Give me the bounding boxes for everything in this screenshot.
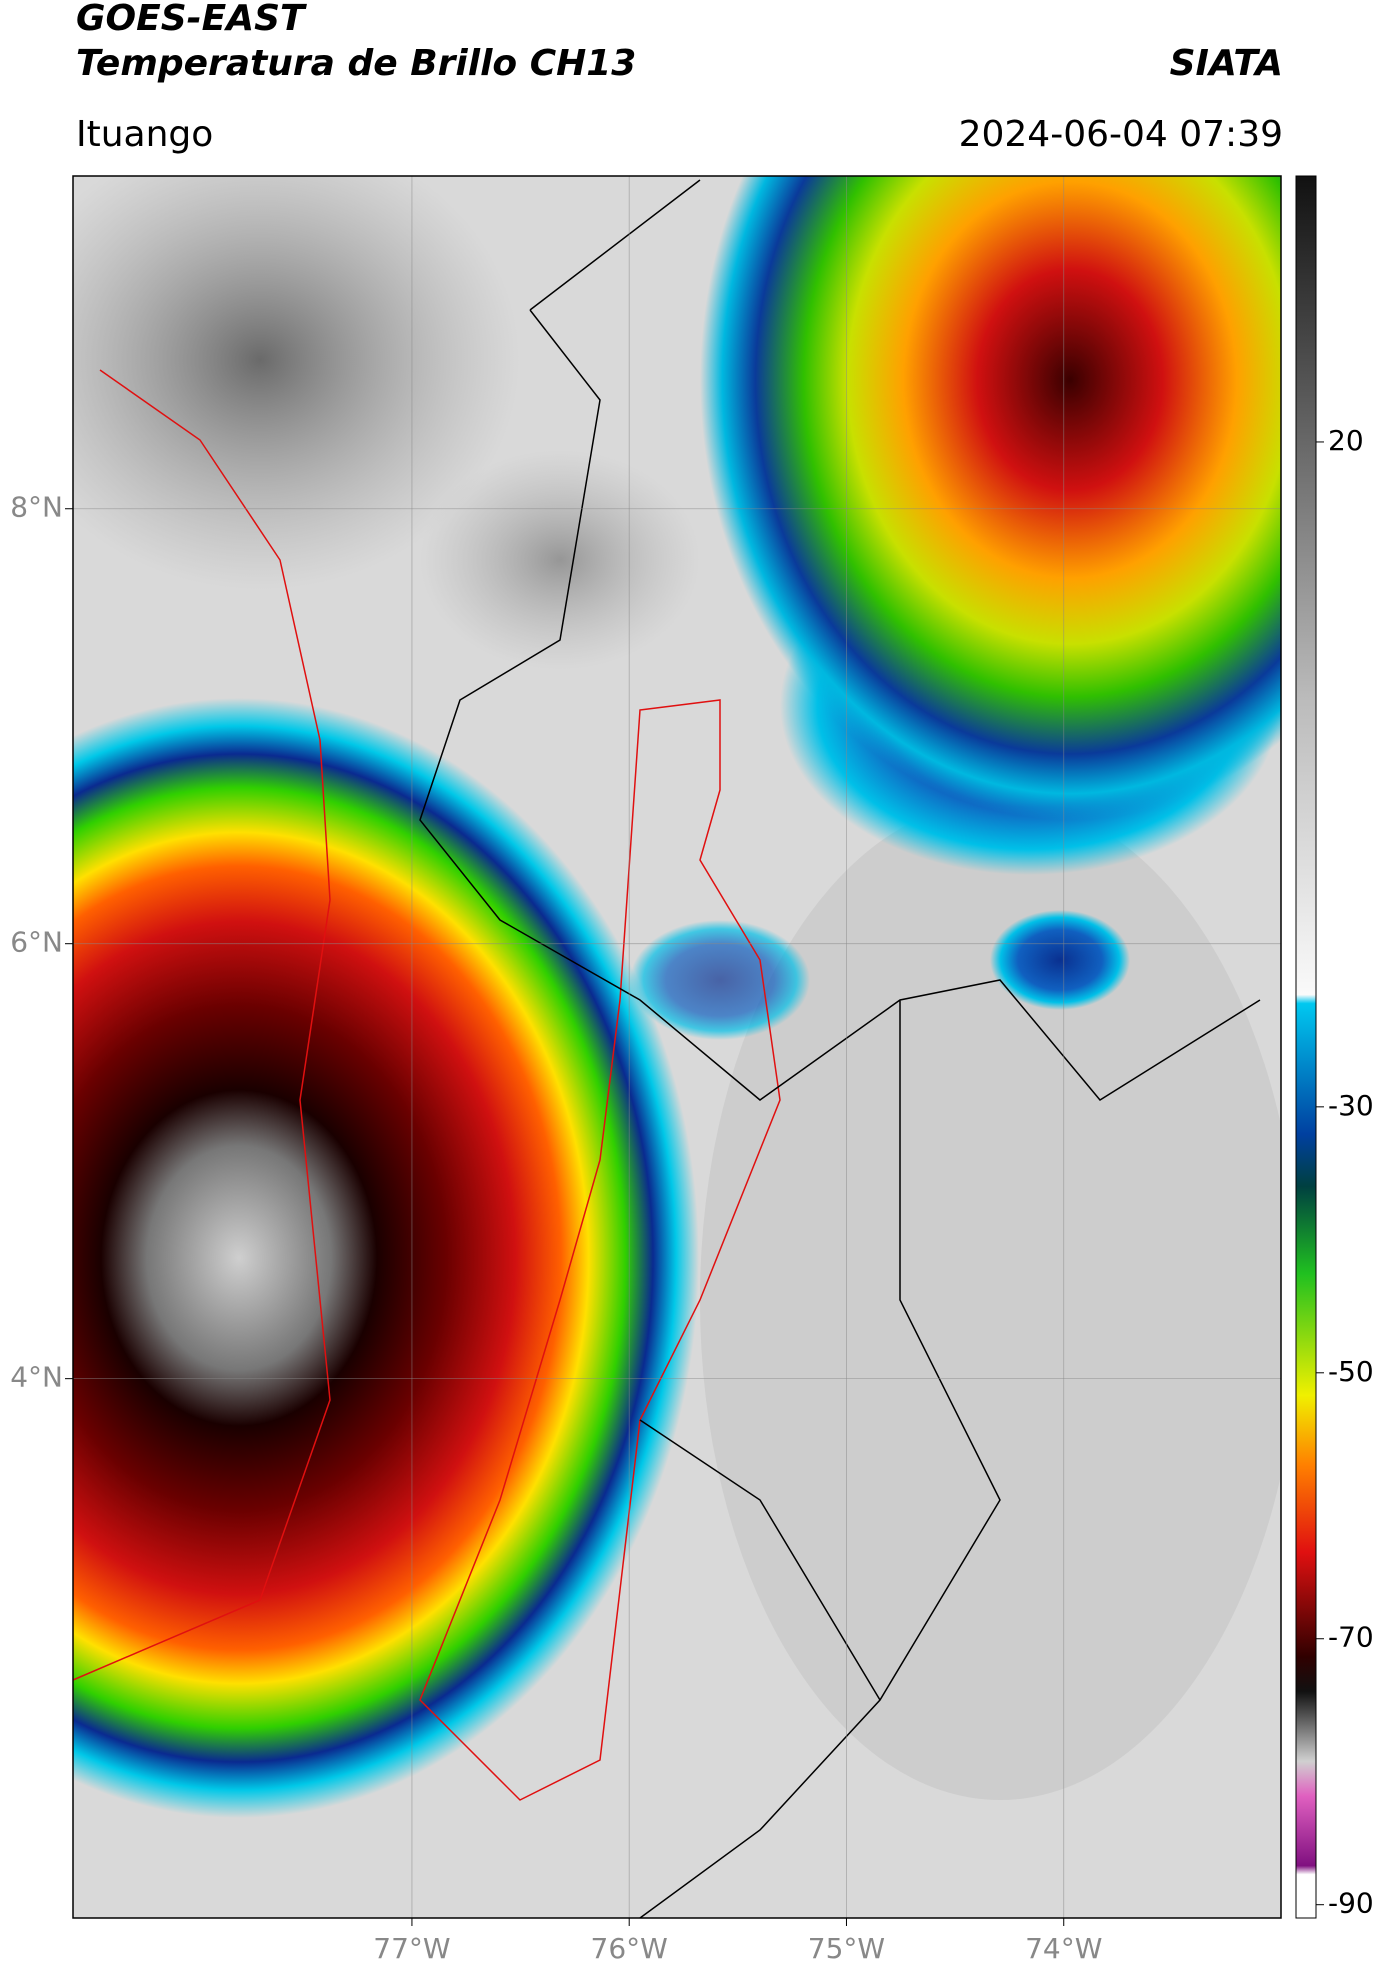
x-tick-label: 77°W [373,1932,450,1965]
title: GOES-EAST [76,0,307,39]
colorbar-tick-label: -90 [1328,1887,1374,1920]
colorbar-tick-label: -50 [1328,1355,1374,1388]
map-frame [72,175,1282,1919]
colorbar-ticks: 20 -30 -50 -70 -90 [1316,424,1374,1920]
datetime: 2024-06-04 07:39 [959,114,1283,155]
grid [65,176,1281,1926]
colorbar-tick-label: 20 [1328,424,1364,457]
map-image [73,176,1281,1918]
y-tick-label: 6°N [10,926,63,959]
x-tick-label: 74°W [1025,1932,1102,1965]
location: Ituango [76,114,213,155]
colorbar-tick-label: -30 [1328,1089,1374,1122]
y-tick-label: 4°N [10,1361,63,1394]
subtitle: Temperatura de Brillo CH13 [76,43,636,84]
colorbar [1295,175,1317,1919]
colorbar-tick-label: -70 [1328,1621,1374,1654]
x-tick-label: 75°W [808,1932,885,1965]
x-tick-label: 76°W [591,1932,668,1965]
org: SIATA [1170,43,1283,84]
y-tick-label: 8°N [10,491,63,524]
